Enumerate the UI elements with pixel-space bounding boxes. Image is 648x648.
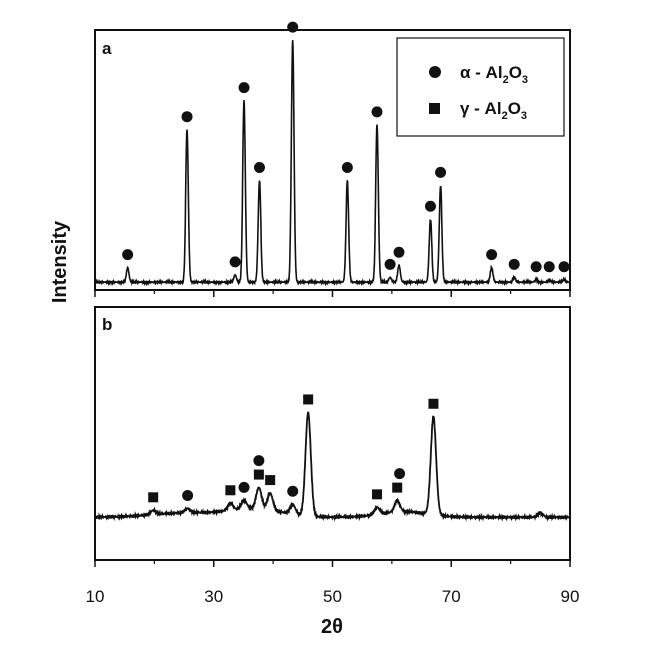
alpha-peak-marker bbox=[508, 258, 520, 270]
gamma-peak-marker bbox=[265, 475, 276, 486]
y-axis-title: Intensity bbox=[49, 220, 71, 303]
alpha-peak-marker bbox=[287, 485, 299, 497]
alpha-peak-marker bbox=[238, 82, 250, 94]
x-tick-label: 70 bbox=[442, 587, 461, 606]
alpha-peak-marker bbox=[341, 162, 353, 174]
legend-circle-marker bbox=[429, 66, 441, 78]
panel-a-label: a bbox=[102, 39, 112, 58]
legend-square-marker bbox=[429, 103, 440, 114]
panel-b-label: b bbox=[102, 315, 112, 334]
alpha-peak-marker bbox=[435, 166, 447, 178]
alpha-peak-marker bbox=[182, 489, 194, 501]
alpha-peak-marker bbox=[253, 162, 265, 174]
panel-b-frame bbox=[94, 306, 571, 561]
alpha-peak-marker bbox=[486, 249, 498, 261]
panel-a-pattern-line bbox=[94, 40, 571, 287]
alpha-peak-marker bbox=[543, 261, 555, 273]
gamma-peak-marker bbox=[392, 482, 403, 493]
alpha-peak-marker bbox=[253, 455, 265, 467]
alpha-peak-marker bbox=[229, 256, 241, 268]
plot-layer: 10 30 50 70 90 bbox=[86, 21, 580, 606]
alpha-peak-marker bbox=[371, 106, 383, 118]
legend-box bbox=[396, 37, 565, 137]
alpha-peak-marker bbox=[394, 468, 406, 480]
alpha-peak-marker bbox=[393, 246, 405, 258]
gamma-peak-marker bbox=[372, 489, 383, 500]
legend: α - Al2O3 γ - Al2O3 bbox=[396, 37, 565, 137]
alpha-peak-marker bbox=[287, 21, 299, 33]
gamma-peak-marker bbox=[148, 492, 159, 503]
x-axis-title: 2θ bbox=[321, 616, 343, 638]
alpha-peak-marker bbox=[122, 249, 134, 261]
gamma-peak-marker bbox=[428, 398, 439, 409]
alpha-peak-marker bbox=[558, 261, 570, 273]
legend-entry-alpha: α - Al2O3 bbox=[460, 63, 528, 86]
x-tick-label: 10 bbox=[86, 587, 105, 606]
gamma-peak-marker bbox=[253, 469, 264, 480]
alpha-peak-marker bbox=[530, 261, 542, 273]
panel-b-pattern-line bbox=[94, 411, 571, 522]
alpha-peak-marker bbox=[238, 481, 250, 493]
x-tick-label: 30 bbox=[204, 587, 223, 606]
gamma-peak-marker bbox=[303, 394, 314, 405]
x-tick-label: 90 bbox=[561, 587, 580, 606]
x-tick-label: 50 bbox=[323, 587, 342, 606]
gamma-peak-marker bbox=[225, 485, 236, 496]
alpha-peak-marker bbox=[181, 111, 193, 123]
alpha-peak-marker bbox=[424, 200, 436, 212]
alpha-peak-marker bbox=[384, 258, 396, 270]
legend-entry-gamma: γ - Al2O3 bbox=[460, 99, 527, 122]
